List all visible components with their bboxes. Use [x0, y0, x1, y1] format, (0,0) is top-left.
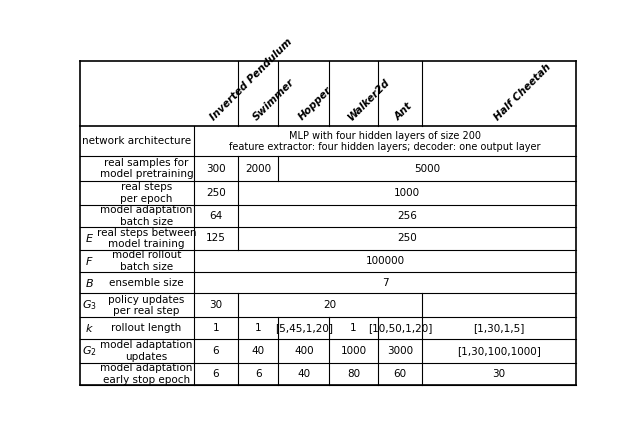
Text: 7: 7: [381, 278, 388, 288]
Text: 125: 125: [206, 234, 226, 243]
Text: model adaptation
updates: model adaptation updates: [100, 340, 193, 361]
Text: 100000: 100000: [365, 256, 404, 266]
Text: 250: 250: [397, 234, 417, 243]
Text: $F$: $F$: [85, 255, 93, 267]
Text: 6: 6: [255, 369, 261, 379]
Text: 30: 30: [493, 369, 506, 379]
Text: real steps between
model training: real steps between model training: [97, 228, 196, 249]
Text: real steps
per epoch: real steps per epoch: [120, 182, 173, 204]
Text: Walker2d: Walker2d: [346, 77, 392, 122]
Text: 300: 300: [206, 164, 226, 174]
Text: MLP with four hidden layers of size 200
feature extractor: four hidden layers; d: MLP with four hidden layers of size 200 …: [229, 130, 541, 152]
Text: model adaptation
early stop epoch: model adaptation early stop epoch: [100, 363, 193, 385]
Text: ensemble size: ensemble size: [109, 278, 184, 288]
Text: rollout length: rollout length: [111, 323, 182, 333]
Text: 1: 1: [212, 323, 220, 333]
Text: 5000: 5000: [414, 164, 440, 174]
Text: $G_3$: $G_3$: [82, 299, 97, 312]
Text: [1,30,1,5]: [1,30,1,5]: [474, 323, 525, 333]
Text: 30: 30: [209, 300, 223, 310]
Text: 256: 256: [397, 211, 417, 221]
Text: model rollout
batch size: model rollout batch size: [112, 250, 181, 272]
Text: 2000: 2000: [245, 164, 271, 174]
Text: 20: 20: [323, 300, 337, 310]
Text: real samples for
model pretraining: real samples for model pretraining: [100, 158, 193, 179]
Text: 1000: 1000: [394, 188, 420, 198]
Text: 1: 1: [255, 323, 261, 333]
Text: model adaptation
batch size: model adaptation batch size: [100, 205, 193, 227]
Text: 400: 400: [294, 346, 314, 356]
Text: 64: 64: [209, 211, 223, 221]
Text: $B$: $B$: [85, 277, 94, 289]
Text: 250: 250: [206, 188, 226, 198]
Text: Ant: Ant: [393, 101, 414, 122]
Text: 60: 60: [394, 369, 406, 379]
Text: 1: 1: [350, 323, 357, 333]
Text: 80: 80: [347, 369, 360, 379]
Text: 3000: 3000: [387, 346, 413, 356]
Text: Inverted Pendulum: Inverted Pendulum: [209, 37, 294, 122]
Text: [10,50,1,20]: [10,50,1,20]: [368, 323, 432, 333]
Text: $G_2$: $G_2$: [82, 344, 97, 358]
Text: Half Cheetah: Half Cheetah: [492, 61, 552, 122]
Text: $k$: $k$: [85, 322, 94, 334]
Text: 1000: 1000: [340, 346, 367, 356]
Text: 40: 40: [252, 346, 264, 356]
Text: 40: 40: [298, 369, 310, 379]
Text: [5,45,1,20]: [5,45,1,20]: [275, 323, 333, 333]
Text: 6: 6: [212, 369, 220, 379]
Text: [1,30,100,1000]: [1,30,100,1000]: [457, 346, 541, 356]
Text: 6: 6: [212, 346, 220, 356]
Text: network architecture: network architecture: [83, 136, 191, 146]
Text: Hopper: Hopper: [297, 85, 334, 122]
Text: policy updates
per real step: policy updates per real step: [108, 295, 185, 316]
Text: Swimmer: Swimmer: [251, 77, 296, 122]
Text: $E$: $E$: [85, 232, 94, 245]
